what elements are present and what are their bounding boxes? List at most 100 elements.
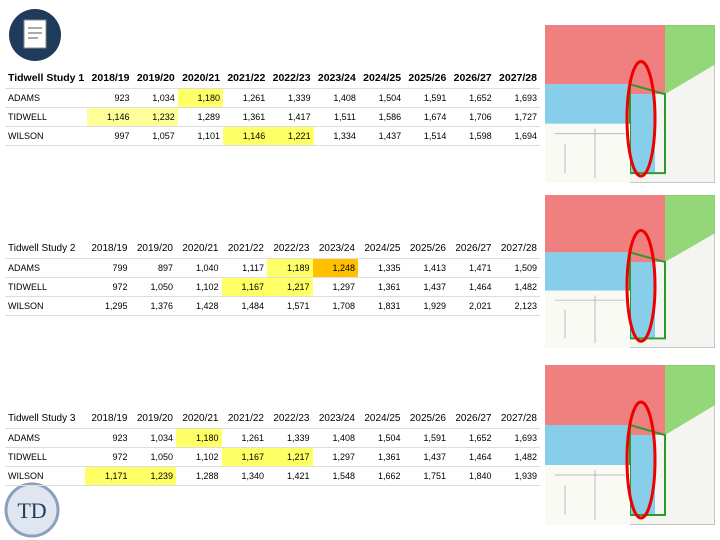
column-header: 2018/19 [85, 408, 131, 429]
cell: 1,361 [358, 447, 404, 467]
cell: 1,217 [267, 277, 313, 297]
cell: 1,598 [449, 126, 495, 146]
cell: 1,504 [358, 428, 404, 448]
cell: 1,167 [221, 277, 267, 297]
row-name: WILSON [5, 466, 85, 486]
cell: 1,334 [313, 126, 359, 146]
column-header: 2021/22 [221, 238, 267, 259]
cell: 1,180 [177, 88, 224, 108]
column-header: 2027/28 [494, 408, 540, 429]
header-row: Tidwell Study 1 2018/19 2019/20 2020/21 2021… [5, 68, 540, 89]
cell: 1,288 [176, 466, 222, 486]
cell: 1,831 [358, 296, 404, 316]
cell: 1,464 [449, 277, 495, 297]
cell: 1,591 [404, 88, 450, 108]
column-header: 2026/27 [449, 408, 495, 429]
cell: 1,289 [177, 107, 224, 127]
cell: 1,706 [449, 107, 495, 127]
table-title: Tidwell Study 1 [5, 68, 88, 89]
cell: 1,417 [268, 107, 314, 127]
cell: 1,708 [312, 296, 358, 316]
cell: 1,591 [403, 428, 449, 448]
cell: 972 [85, 277, 131, 297]
cell: 1,662 [358, 466, 404, 486]
boundary-map [545, 195, 715, 348]
header-row: Tidwell Study 2 2018/19 2019/20 2020/21 2021… [5, 238, 540, 259]
column-header: 2027/28 [494, 238, 540, 259]
cell: 1,437 [403, 277, 449, 297]
cell: 1,751 [403, 466, 449, 486]
cell: 1,514 [404, 126, 450, 146]
cell: 1,034 [130, 428, 176, 448]
column-header: 2020/21 [176, 238, 222, 259]
cell: 1,586 [358, 107, 405, 127]
cell: 1,471 [449, 258, 495, 278]
cell: 799 [85, 258, 131, 278]
cell: 1,335 [358, 258, 404, 278]
cell: 1,437 [403, 447, 449, 467]
column-header: 2022/23 [267, 408, 313, 429]
doc-icon [9, 9, 61, 61]
cell: 1,217 [267, 447, 313, 467]
cell: 1,428 [176, 296, 222, 316]
row-name: ADAMS [5, 258, 85, 278]
data-row: ADAMS 923 1,034 1,180 1,261 1,339 1,408 1,504 1,… [5, 88, 540, 108]
cell: 1,421 [267, 466, 313, 486]
cell: 1,295 [85, 296, 131, 316]
logo: TD [4, 482, 60, 538]
column-header: 2022/23 [268, 68, 314, 89]
cell: 1,232 [132, 107, 178, 127]
column-header: 2023/24 [312, 408, 358, 429]
cell: 1,180 [176, 428, 222, 448]
cell: 2,123 [494, 296, 540, 316]
cell: 1,340 [221, 466, 267, 486]
column-header: 2018/19 [87, 68, 133, 89]
column-header: 2026/27 [449, 238, 495, 259]
cell: 1,413 [403, 258, 449, 278]
row-name: WILSON [5, 126, 88, 146]
cell: 1,146 [87, 107, 133, 127]
column-header: 2023/24 [313, 68, 359, 89]
cell: 1,102 [176, 447, 222, 467]
cell: 1,171 [85, 466, 131, 486]
cell: 1,929 [403, 296, 449, 316]
cell: 972 [85, 447, 131, 467]
cell: 923 [87, 88, 133, 108]
cell: 997 [87, 126, 133, 146]
column-header: 2021/22 [221, 408, 267, 429]
column-header: 2019/20 [132, 68, 178, 89]
column-header: 2025/26 [403, 408, 449, 429]
cell: 1,339 [267, 428, 313, 448]
row-name: ADAMS [5, 428, 85, 448]
cell: 1,101 [177, 126, 224, 146]
cell: 1,652 [449, 88, 495, 108]
cell: 1,361 [358, 277, 404, 297]
data-table: Tidwell Study 1 2018/19 2019/20 2020/21 2021… [5, 68, 540, 146]
cell: 1,840 [449, 466, 495, 486]
cell: 1,694 [494, 126, 540, 146]
column-header: 2021/22 [223, 68, 269, 89]
row-name: ADAMS [5, 88, 88, 108]
cell: 1,102 [176, 277, 222, 297]
column-header: 2024/25 [358, 238, 404, 259]
cell: 1,339 [268, 88, 314, 108]
column-header: 2022/23 [267, 238, 313, 259]
data-row: TIDWELL 972 1,050 1,102 1,167 1,217 1,297 1,361… [5, 277, 540, 297]
cell: 1,146 [223, 126, 269, 146]
data-table: Tidwell Study 2 2018/19 2019/20 2020/21 2021… [5, 238, 540, 316]
cell: 2,021 [449, 296, 495, 316]
column-header: 2018/19 [85, 238, 131, 259]
column-header: 2025/26 [403, 238, 449, 259]
cell: 1,939 [494, 466, 540, 486]
column-header: 2025/26 [404, 68, 450, 89]
cell: 1,571 [267, 296, 313, 316]
cell: 1,261 [223, 88, 269, 108]
cell: 1,408 [313, 88, 359, 108]
data-row: ADAMS 923 1,034 1,180 1,261 1,339 1,408 1,504 1,… [5, 428, 540, 448]
cell: 1,221 [268, 126, 314, 146]
data-row: WILSON 997 1,057 1,101 1,146 1,221 1,334 1,437 1… [5, 126, 540, 146]
cell: 1,050 [130, 447, 176, 467]
svg-text:TD: TD [17, 498, 46, 523]
boundary-map [545, 365, 715, 525]
